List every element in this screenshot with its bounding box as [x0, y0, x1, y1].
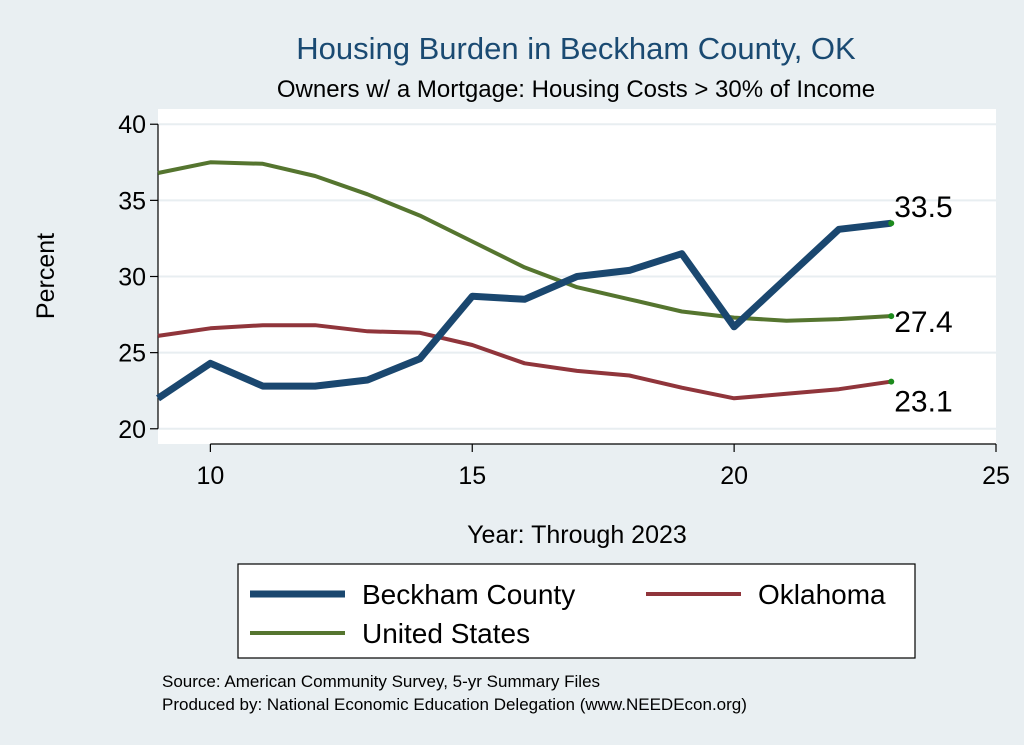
y-axis-title: Percent: [32, 233, 60, 319]
x-tick-label: 25: [982, 462, 1010, 490]
legend-label-united-states: United States: [362, 618, 530, 649]
legend-label-oklahoma: Oklahoma: [758, 579, 886, 610]
legend-items: Beckham County Oklahoma United States: [250, 579, 886, 649]
y-tick-label: 20: [118, 416, 146, 444]
x-tick-label: 20: [720, 462, 748, 490]
chart-title: Housing Burden in Beckham County, OK: [296, 31, 856, 66]
y-axis: 20 25 30 35 40: [118, 111, 158, 444]
source-note: Source: American Community Survey, 5-yr …: [162, 672, 600, 691]
end-point-united-states: [888, 313, 895, 320]
end-labels: 33.5 23.1 27.4: [888, 191, 953, 419]
produced-by-note: Produced by: National Economic Education…: [162, 695, 747, 714]
series-line-united-states: [157, 160, 892, 323]
y-tick-label: 35: [118, 187, 146, 215]
chart-subtitle: Owners w/ a Mortgage: Housing Costs > 30…: [277, 76, 875, 103]
y-tick-label: 25: [118, 340, 146, 368]
end-label-oklahoma: 23.1: [894, 386, 952, 419]
end-label-united-states: 27.4: [894, 306, 952, 339]
end-point-beckham-county: [888, 220, 895, 227]
legend: [237, 563, 916, 659]
series-lines: [156, 160, 892, 402]
series-line-oklahoma: [157, 323, 892, 401]
x-axis: 10 15 20 25: [196, 444, 1010, 490]
legend-label-beckham-county: Beckham County: [362, 579, 575, 610]
x-axis-title: Year: Through 2023: [467, 521, 687, 549]
x-tick-label: 15: [458, 462, 486, 490]
x-tick-label: 10: [196, 462, 224, 490]
y-tick-label: 30: [118, 264, 146, 292]
end-label-beckham-county: 33.5: [894, 191, 952, 224]
y-tick-label: 40: [118, 111, 146, 139]
series-line-beckham-county: [156, 219, 892, 402]
end-point-oklahoma: [888, 378, 895, 385]
